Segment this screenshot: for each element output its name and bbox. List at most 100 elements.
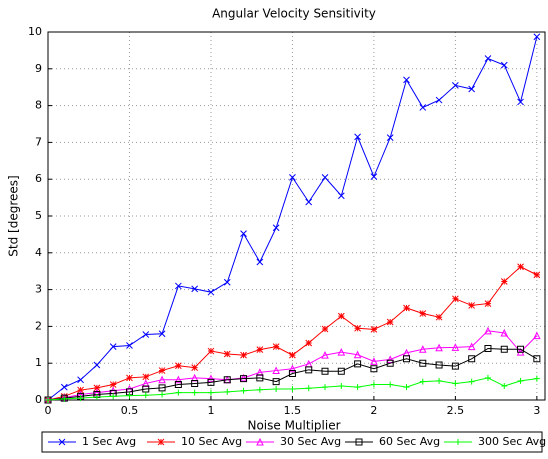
marker — [93, 384, 101, 392]
marker — [321, 325, 329, 333]
marker — [321, 367, 329, 375]
series-line — [47, 347, 538, 401]
marker — [45, 397, 51, 403]
marker — [370, 325, 378, 333]
marker — [109, 381, 117, 388]
marker — [468, 85, 476, 93]
marker — [174, 375, 183, 384]
marker — [109, 343, 117, 350]
marker — [321, 350, 329, 359]
marker — [386, 355, 395, 364]
series-line — [47, 36, 538, 401]
y-tick-label: 1 — [35, 356, 42, 369]
marker — [77, 392, 85, 400]
marker — [223, 350, 231, 358]
marker — [207, 288, 215, 296]
marker — [191, 364, 199, 371]
marker — [452, 82, 459, 89]
marker — [517, 263, 524, 271]
marker — [484, 326, 492, 335]
marker — [533, 271, 541, 279]
marker — [403, 384, 410, 391]
plot-frame — [47, 31, 546, 401]
marker — [288, 364, 297, 373]
marker — [158, 384, 166, 392]
marker — [387, 381, 394, 388]
marker — [158, 375, 166, 384]
y-tick-label: 2 — [35, 319, 42, 332]
marker — [419, 378, 426, 385]
marker — [288, 370, 296, 378]
marker — [224, 388, 231, 395]
marker — [468, 302, 476, 309]
marker — [435, 343, 443, 352]
marker — [191, 379, 199, 387]
marker — [93, 394, 100, 401]
marker — [191, 389, 198, 396]
marker — [370, 173, 378, 180]
marker — [419, 310, 427, 317]
marker — [370, 381, 377, 388]
marker — [533, 331, 541, 340]
marker — [256, 386, 263, 393]
marker — [256, 346, 264, 353]
marker — [272, 366, 280, 375]
legend-label: 60 Sec Avg — [379, 435, 440, 448]
marker — [240, 351, 247, 359]
marker — [157, 438, 165, 446]
marker — [223, 278, 231, 286]
marker — [289, 351, 296, 359]
marker — [158, 330, 166, 338]
marker — [500, 328, 509, 337]
y-tick-label: 0 — [35, 393, 42, 406]
x-tick-label: 0.5 — [121, 404, 139, 417]
marker — [533, 355, 541, 363]
x-tick-label: 2.5 — [447, 404, 465, 417]
marker — [484, 300, 492, 307]
legend — [41, 431, 543, 453]
marker — [435, 361, 443, 369]
marker — [272, 224, 280, 232]
marker — [58, 438, 66, 446]
marker — [142, 331, 150, 338]
marker — [354, 360, 362, 368]
marker — [355, 438, 363, 446]
marker — [174, 381, 182, 389]
chart-title: Angular Velocity Sensitivity — [212, 7, 376, 21]
marker — [370, 365, 378, 373]
marker — [322, 384, 329, 391]
y-tick-label: 3 — [35, 283, 42, 296]
marker — [468, 378, 475, 385]
marker — [354, 384, 361, 391]
marker — [191, 285, 199, 293]
marker — [240, 387, 247, 394]
marker — [305, 198, 313, 206]
marker — [451, 343, 460, 351]
marker — [500, 278, 508, 285]
marker — [321, 174, 329, 181]
marker — [484, 55, 492, 62]
marker — [60, 383, 68, 391]
x-tick-label: 1.5 — [284, 404, 302, 417]
y-tick-label: 10 — [28, 25, 42, 38]
marker — [418, 345, 427, 353]
marker — [484, 374, 491, 381]
marker — [501, 383, 508, 390]
marker — [158, 367, 166, 374]
marker — [126, 374, 133, 382]
marker — [44, 396, 52, 404]
marker — [126, 342, 133, 349]
marker — [386, 134, 394, 141]
marker — [354, 133, 361, 141]
x-tick-label: 2 — [370, 404, 377, 417]
marker — [533, 375, 540, 382]
marker — [435, 96, 443, 104]
marker — [77, 395, 84, 402]
marker — [468, 355, 476, 363]
marker — [142, 392, 149, 399]
marker — [337, 367, 345, 375]
marker — [240, 375, 248, 383]
marker — [354, 324, 361, 332]
y-tick-label: 9 — [35, 62, 42, 75]
y-tick-label: 7 — [35, 135, 42, 148]
